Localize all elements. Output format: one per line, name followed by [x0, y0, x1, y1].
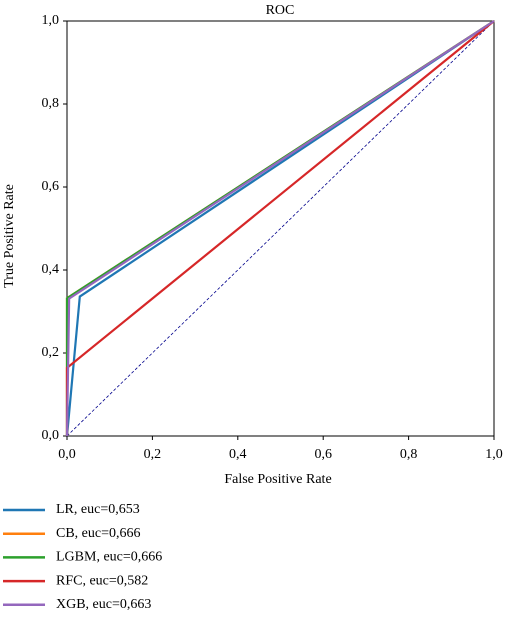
x-tick-label: 0,6: [314, 447, 332, 462]
legend-label: CB, euc=0,666: [56, 526, 141, 541]
x-tick-label: 1,0: [485, 447, 503, 462]
y-tick-label: 0,0: [42, 428, 60, 443]
roc-line: [65, 20, 495, 437]
y-tick-label: 1,0: [42, 13, 60, 28]
x-tick-label: 0,4: [229, 447, 247, 462]
x-tick-label: 0,8: [400, 447, 418, 462]
y-tick-label: 0,2: [42, 345, 60, 360]
chart-title: ROC: [266, 3, 295, 18]
y-axis-label: True Positive Rate: [2, 184, 17, 288]
reference-diagonal: [66, 20, 495, 437]
y-tick-label: 0,8: [42, 96, 60, 111]
x-axis-label: False Positive Rate: [224, 472, 331, 487]
legend-label: XGB, euc=0,663: [56, 597, 151, 612]
x-tick-label: 0,0: [58, 447, 76, 462]
y-tick-label: 0,6: [42, 179, 60, 194]
plot-frame: [66, 20, 495, 437]
roc-line: [65, 20, 495, 437]
y-tick-label: 0,4: [42, 262, 60, 277]
legend-label: LGBM, euc=0,666: [56, 550, 162, 565]
x-tick-label: 0,2: [144, 447, 162, 462]
legend-label: RFC, euc=0,582: [56, 573, 148, 588]
legend-label: LR, euc=0,653: [56, 502, 140, 517]
